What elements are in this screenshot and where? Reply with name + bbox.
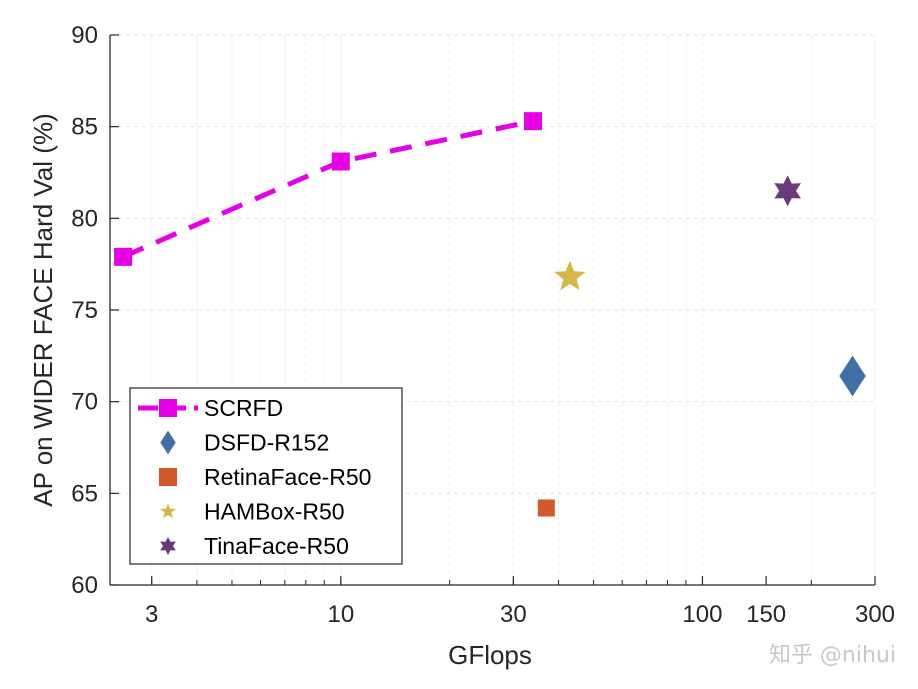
legend-item: RetinaFace-R50 bbox=[159, 464, 371, 490]
legend-marker bbox=[159, 399, 177, 417]
legend-item: HAMBox-R50 bbox=[160, 499, 345, 525]
series-retinaface-r50 bbox=[537, 499, 555, 517]
tick-labels: 3 10 30 100 150 300 60 65 70 75 80 85 90 bbox=[71, 22, 895, 628]
legend-label: HAMBox-R50 bbox=[204, 499, 345, 525]
series-line bbox=[122, 118, 534, 260]
legend-marker bbox=[160, 536, 176, 556]
series-hambox-r50 bbox=[554, 260, 586, 291]
y-tick-label: 75 bbox=[71, 297, 98, 324]
legend-label: DSFD-R152 bbox=[204, 430, 329, 456]
data-point bbox=[774, 175, 801, 207]
series-dsfd-r152 bbox=[839, 355, 866, 397]
data-point bbox=[554, 260, 586, 291]
legend-item: TinaFace-R50 bbox=[160, 533, 349, 559]
legend-item: SCRFD bbox=[138, 395, 283, 421]
data-point bbox=[537, 499, 555, 517]
watermark: 知乎 @nihui bbox=[768, 643, 896, 668]
legend-item: DSFD-R152 bbox=[160, 430, 329, 456]
y-axis-label: AP on WIDER FACE Hard Val (%) bbox=[28, 113, 58, 506]
legend-marker bbox=[160, 430, 176, 455]
x-tick-label: 30 bbox=[500, 601, 527, 628]
y-tick-label: 60 bbox=[71, 572, 98, 599]
x-tick-label: 10 bbox=[327, 601, 354, 628]
y-tick-label: 80 bbox=[71, 205, 98, 232]
x-axis-label: GFlops bbox=[448, 640, 532, 670]
series-scrfd bbox=[114, 112, 543, 266]
legend-label: RetinaFace-R50 bbox=[204, 464, 371, 490]
legend: SCRFD DSFD-R152 RetinaFace-R50 HAMBox-R50 Ti… bbox=[129, 387, 403, 565]
axes bbox=[109, 34, 876, 586]
legend-label: TinaFace-R50 bbox=[204, 533, 349, 559]
legend-label: SCRFD bbox=[204, 395, 283, 421]
grid bbox=[110, 34, 876, 586]
data-point bbox=[114, 247, 133, 266]
y-tick-label: 65 bbox=[71, 480, 98, 507]
legend-marker bbox=[159, 468, 177, 486]
y-tick-label: 70 bbox=[71, 389, 98, 416]
x-tick-label: 300 bbox=[855, 601, 895, 628]
series-tinaface-r50 bbox=[774, 175, 801, 207]
x-tick-label: 150 bbox=[746, 601, 786, 628]
legend-marker bbox=[160, 503, 176, 519]
data-point bbox=[524, 112, 543, 131]
y-tick-label: 90 bbox=[71, 22, 98, 49]
plot-area bbox=[114, 112, 866, 517]
x-tick-label: 100 bbox=[682, 601, 722, 628]
y-tick-label: 85 bbox=[71, 114, 98, 141]
data-point bbox=[839, 355, 866, 397]
data-point bbox=[331, 152, 350, 171]
x-tick-label: 3 bbox=[145, 601, 158, 628]
